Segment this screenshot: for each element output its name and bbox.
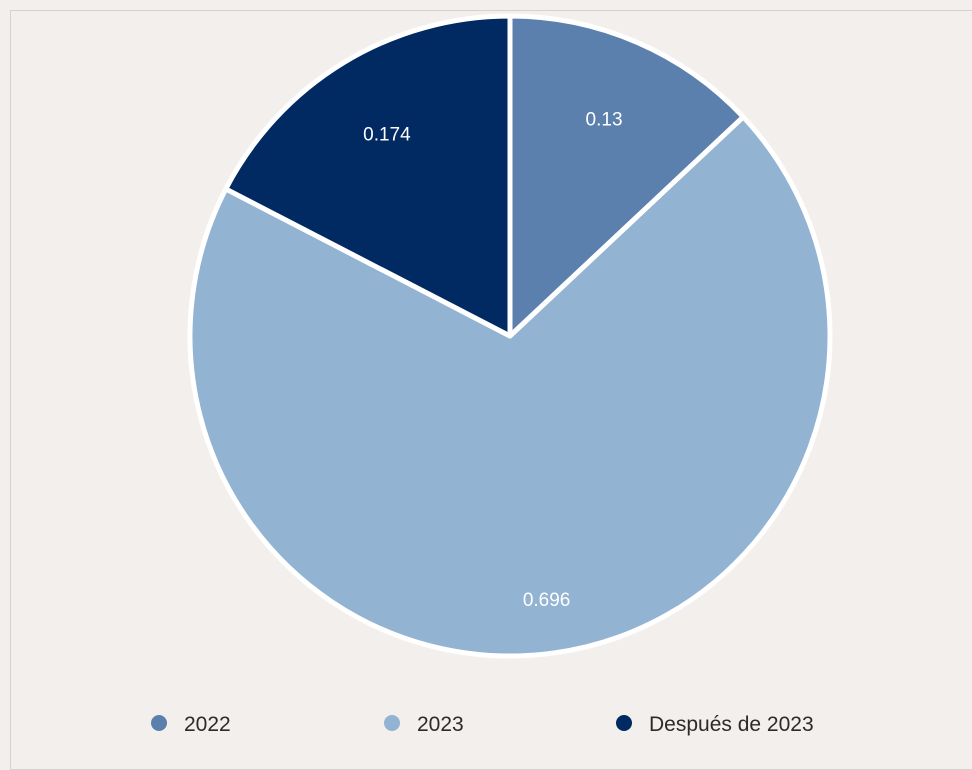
legend-swatch-2023 [384, 715, 400, 731]
legend-label-2022: 2022 [184, 713, 231, 736]
data-label-despu-s-de-2023: 0.174 [363, 125, 411, 146]
legend-label-2023: 2023 [417, 713, 464, 736]
legend-item-2022[interactable]: 2022 [151, 713, 231, 736]
data-label-2022: 0.13 [586, 110, 623, 131]
legend: 2022 2023 Después de 2023 [151, 713, 814, 736]
pie-slices [187, 13, 833, 659]
slice-labels: 0.13 0.696 0.174 [363, 110, 622, 611]
pie-slice-2023[interactable] [187, 114, 833, 659]
legend-label-despues-de-2023: Después de 2023 [649, 713, 814, 736]
legend-item-2023[interactable]: 2023 [384, 713, 464, 736]
legend-swatch-despues-de-2023 [616, 715, 632, 731]
legend-item-despues-de-2023[interactable]: Después de 2023 [616, 713, 814, 736]
legend-swatch-2022 [151, 715, 167, 731]
pie-slice-2022[interactable] [507, 13, 746, 339]
data-label-2023: 0.696 [523, 590, 571, 611]
pie-chart: 0.13 0.696 0.174 2022 2023 Después de 2023 [151, 13, 833, 736]
pie-slice-despu-s-de-2023[interactable] [223, 13, 513, 339]
